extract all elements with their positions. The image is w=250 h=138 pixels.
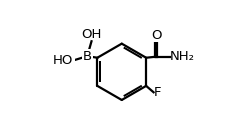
Text: OH: OH: [81, 28, 102, 41]
Text: NH₂: NH₂: [170, 50, 195, 63]
Text: B: B: [83, 50, 92, 63]
Text: F: F: [154, 86, 162, 99]
Text: O: O: [151, 29, 162, 42]
Text: HO: HO: [52, 54, 73, 67]
